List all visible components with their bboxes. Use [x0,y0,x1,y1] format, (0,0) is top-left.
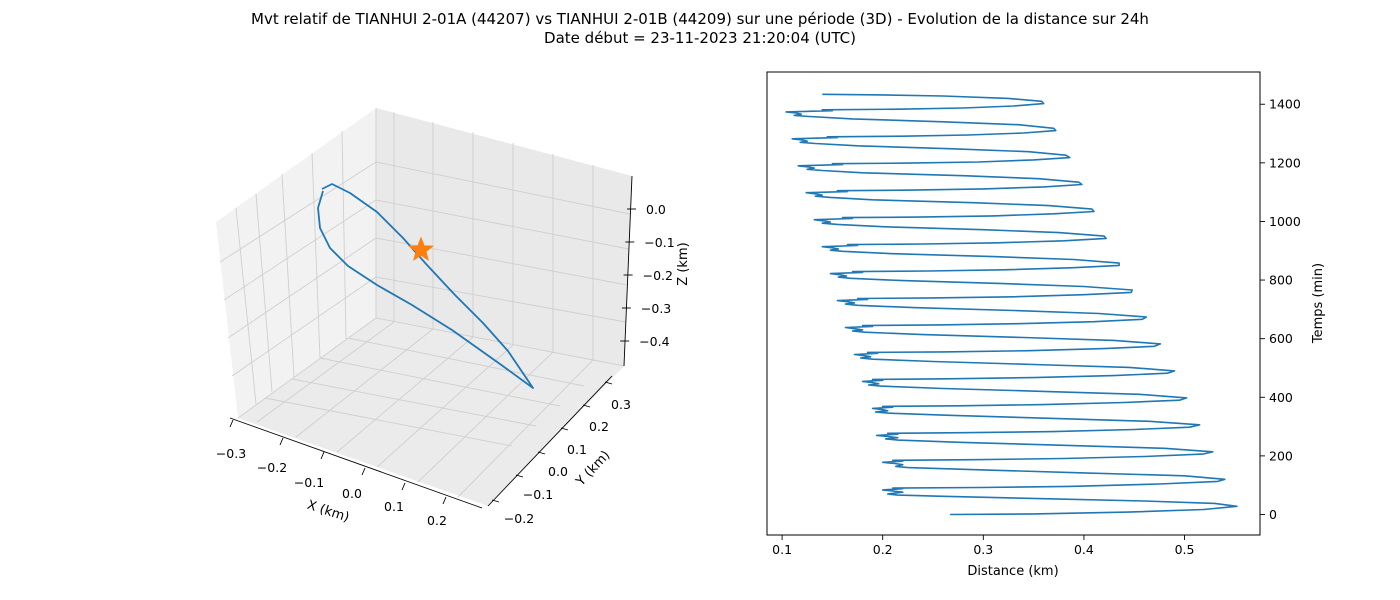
z-tick-label-3d: −0.3 [641,301,671,316]
z-tick-label-3d: 0.0 [646,202,666,217]
y-tick-label-3d: 0.0 [548,464,568,479]
z-tick-label-3d: −0.2 [643,268,673,283]
x-tick-label-2d: 0.2 [873,542,893,557]
y-tick-3d-mark [515,474,524,478]
x-tick-3d-mark [320,451,325,460]
trajectory-3d-line [317,183,534,389]
y-tick-label-2d: 1000 [1269,214,1301,229]
ticks-3d: −0.3−0.2−0.10.00.10.2 −0.2−0.10.00.10.20.… [216,202,675,528]
x-tick-3d-mark [279,437,284,446]
x-tick-label-2d: 0.4 [1074,542,1094,557]
axes-3d-lines [229,175,633,509]
y-tick-label-3d: −0.2 [504,511,534,526]
y-ticks-2d: 0 200 400 600 800 1000 1200 1400 [1260,97,1301,522]
y-axis-label-2d: Temps (min) [1311,263,1326,344]
x-axis-label-2d: Distance (km) [967,564,1058,579]
z-tick-label-3d: −0.1 [644,235,674,250]
pane-back-wall [376,108,632,366]
y-tick-label-2d: 600 [1269,331,1293,346]
grid-3d [219,108,631,498]
y-tick-label-2d: 1400 [1269,97,1301,112]
x-tick-label-3d: 0.1 [384,499,404,514]
x-tick-3d-mark [401,482,406,491]
plot-3d: −0.3−0.2−0.10.00.10.2 −0.2−0.10.00.10.20.… [216,108,691,528]
x-tick-3d-mark [442,496,447,505]
x-tick-3d-mark [229,419,234,428]
figure-title-line2: Date début = 23-11-2023 21:20:04 (UTC) [544,29,856,47]
x-tick-3d-mark [361,467,366,476]
x-ticks-2d: 0.1 0.2 0.3 0.4 0.5 [772,535,1194,557]
z-axis-label-3d: Z (km) [676,242,691,285]
x-tick-label-2d: 0.5 [1175,542,1195,557]
y-tick-label-3d: −0.1 [523,487,553,502]
x-tick-label-3d: −0.3 [216,446,246,461]
y-tick-3d-mark [537,451,546,455]
plot-2d: 0.1 0.2 0.3 0.4 0.5 0 200 400 600 800 1000 1200 140… [766,71,1326,579]
y-tick-label-2d: 0 [1269,507,1277,522]
z-tick-label-3d: −0.4 [639,334,669,349]
y-tick-label-2d: 800 [1269,273,1293,288]
y-tick-3d-mark [582,404,591,408]
x-tick-label-2d: 0.1 [772,542,792,557]
plot-2d-frame [766,71,1261,536]
x-tick-label-3d: 0.2 [427,513,447,528]
start-star-marker [407,236,435,262]
distance-time-line [785,93,1238,516]
x-tick-label-3d: −0.2 [257,460,287,475]
figure-title: Mvt relatif de TIANHUI 2-01A (44207) vs … [0,10,1400,48]
y-tick-label-3d: 0.1 [567,442,587,457]
x-tick-label-3d: −0.1 [294,475,324,490]
y-tick-label-3d: 0.2 [589,419,609,434]
y-tick-3d-mark [491,499,500,503]
figure-title-line1: Mvt relatif de TIANHUI 2-01A (44207) vs … [251,10,1149,28]
y-tick-label-2d: 1200 [1269,155,1301,170]
y-tick-label-3d: 0.3 [611,397,631,412]
x-tick-label-3d: 0.0 [342,486,362,501]
x-axis-label-3d: X (km) [305,498,351,526]
y-tick-3d-mark [560,427,569,431]
x-tick-label-2d: 0.3 [973,542,993,557]
y-tick-label-2d: 200 [1269,448,1293,463]
y-tick-label-2d: 400 [1269,390,1293,405]
y-tick-3d-mark [604,381,613,385]
